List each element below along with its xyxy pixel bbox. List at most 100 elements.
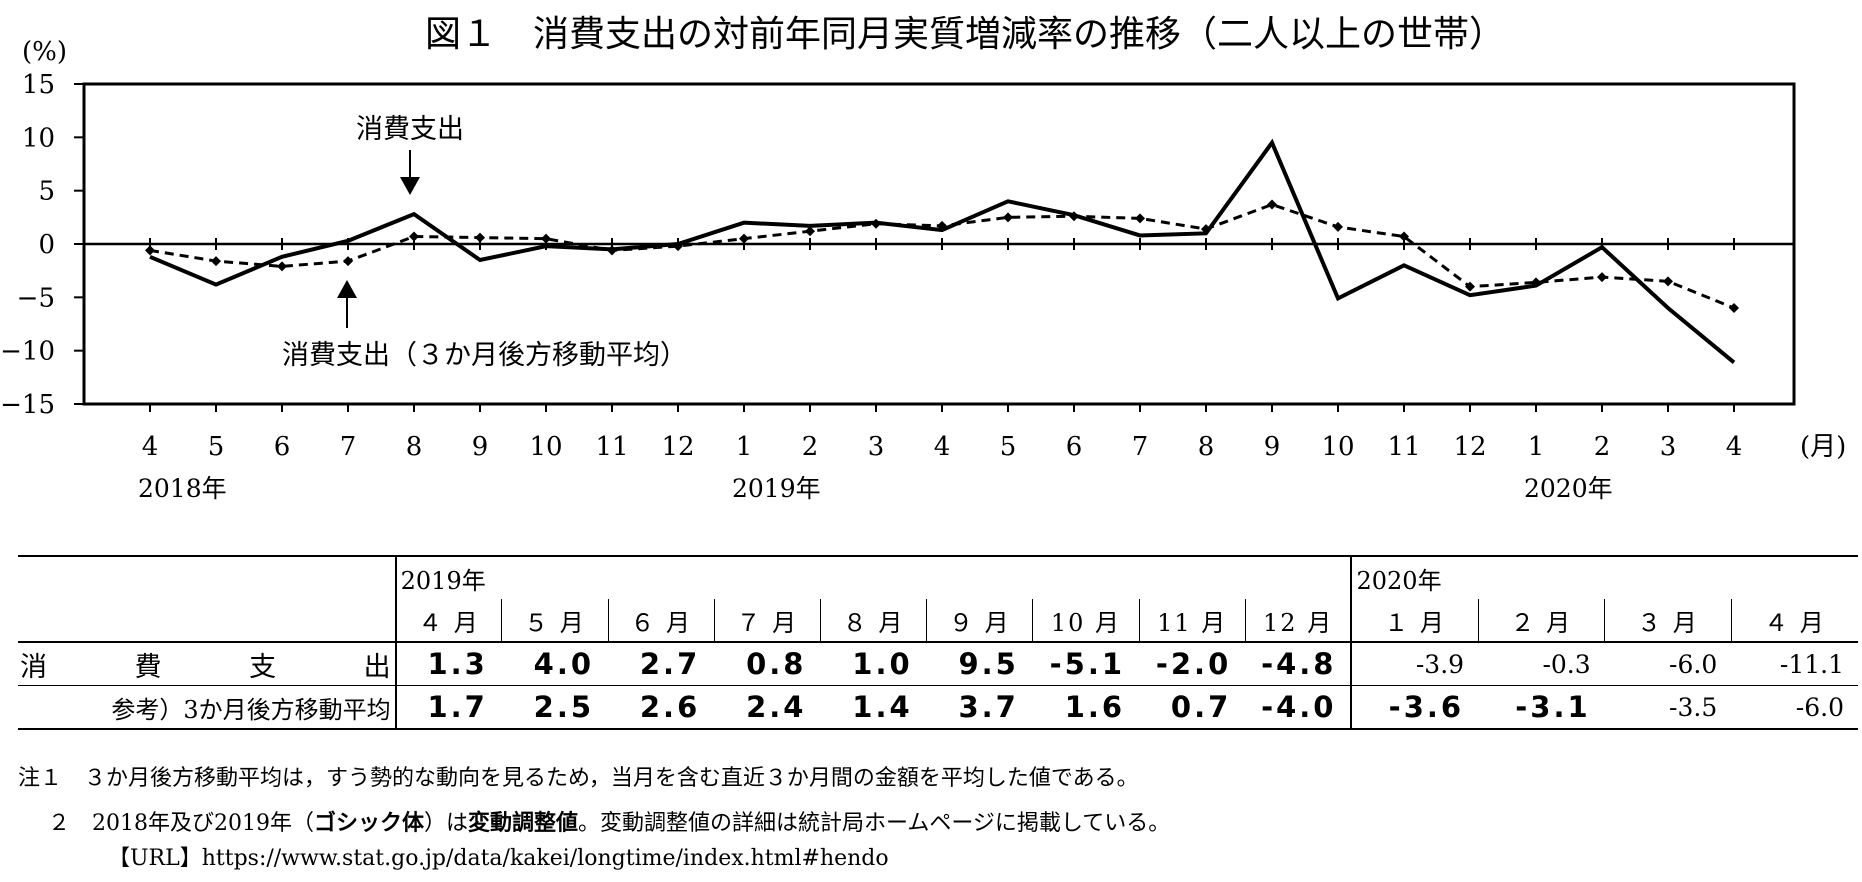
cell-consumption: 9.5: [926, 642, 1033, 686]
ma-point-marker: [937, 220, 947, 231]
cell-consumption: 1.0: [820, 642, 927, 686]
y-tick-label: −15: [0, 390, 55, 420]
month-header: ７ 月: [713, 599, 821, 643]
consumption-chart: 図１ 消費支出の対前年同月実質増減率の推移（二人以上の世帯） (%) 15105…: [0, 14, 1846, 503]
series-consumption-line: [149, 138, 1736, 364]
ma-point-marker: [1663, 276, 1673, 287]
ma-point-marker: [1201, 224, 1211, 235]
ma-point-marker: [1003, 212, 1013, 223]
cell-consumption: -11.1: [1731, 642, 1858, 686]
x-tick-label: 12: [1453, 432, 1486, 462]
ma-point-marker: [805, 226, 815, 237]
year-2020-header: 2020年: [1350, 555, 1858, 599]
cell-consumption: -6.0: [1604, 642, 1732, 686]
x-tick-label: 7: [1132, 432, 1149, 462]
note-2-suffix: 。変動調整値の詳細は統計局ホームページに掲載している。: [578, 811, 1171, 836]
annotation-consumption-arrowhead: [400, 177, 420, 195]
cell-moving-average: -4.0: [1245, 685, 1352, 730]
ma-point-marker: [145, 245, 155, 256]
ma-point-marker: [1729, 303, 1739, 313]
ma-point-marker: [1135, 213, 1145, 224]
y-tick-labels: 15 10 5 0 −5 −10 −15: [0, 70, 55, 420]
cell-consumption: -2.0: [1139, 642, 1246, 686]
cell-moving-average: 1.6: [1032, 685, 1140, 730]
x-tick-label: 6: [274, 432, 291, 462]
ma-point-marker: [1531, 277, 1541, 288]
cell-consumption: 4.0: [501, 642, 609, 686]
cell-moving-average: 1.4: [820, 685, 927, 730]
ma-point-marker: [1333, 221, 1343, 232]
x-tick-label: 4: [934, 432, 951, 462]
cell-moving-average: 1.7: [394, 685, 502, 730]
x-tick-label: 10: [529, 432, 562, 462]
x-tick-label: 9: [1264, 432, 1281, 462]
month-header: ４ 月: [394, 599, 502, 643]
note-url: 【URL】https://www.stat.go.jp/data/kakei/l…: [108, 846, 889, 871]
cell-consumption: -5.1: [1032, 642, 1140, 686]
annotation-moving-average: 消費支出（３か月後方移動平均）: [282, 340, 687, 371]
table-row-consumption: 消費支出 1.3 4.0 2.7 0.8 1.0 9.5 -5.1 -2.0 -4.8 -3.9-…: [18, 642, 1858, 686]
month-header: ９ 月: [926, 599, 1033, 643]
cell-moving-average: -6.0: [1731, 685, 1858, 730]
cell-moving-average: -3.6: [1350, 685, 1479, 730]
cell-consumption: 2.7: [608, 642, 715, 686]
note-2-bold-adjusted: 変動調整値: [468, 811, 579, 836]
x-tick-label: 5: [208, 432, 225, 462]
month-header: ６ 月: [607, 599, 715, 643]
x-tick-label: 12: [661, 432, 694, 462]
y-axis-unit: (%): [22, 37, 67, 67]
x-tick-label: 8: [406, 432, 423, 462]
y-tick-label: 5: [38, 177, 55, 207]
x-tick-label: 3: [868, 432, 885, 462]
cell-moving-average: 2.6: [608, 685, 715, 730]
y-tick-label: 15: [22, 70, 55, 100]
cell-moving-average: 2.4: [714, 685, 821, 730]
cell-consumption: -0.3: [1478, 642, 1605, 686]
ma-point-marker: [475, 232, 485, 243]
y-tick-label: 10: [22, 123, 55, 153]
note-2: ２ 2018年及び2019年（ゴシック体）は変動調整値。変動調整値の詳細は統計局…: [48, 805, 1170, 837]
cell-consumption: 1.3: [394, 642, 502, 686]
x-axis-unit: (月): [1800, 432, 1846, 462]
year-2019-header: 2019年: [394, 555, 1352, 599]
cell-consumption: -4.8: [1245, 642, 1352, 686]
month-header: 11 月: [1138, 599, 1246, 643]
x-tick-label: 2: [1594, 432, 1611, 462]
x-tick-label: 10: [1321, 432, 1354, 462]
table-corner: [18, 555, 396, 599]
year-labels: 2018年 2019年 2020年: [138, 474, 1613, 503]
cell-moving-average: 3.7: [926, 685, 1033, 730]
ma-point-marker: [1069, 211, 1079, 222]
moving-average-markers: [145, 199, 1739, 313]
y-tick-label: −10: [0, 337, 55, 367]
month-header: ２ 月: [1477, 599, 1605, 643]
month-header: １ 月: [1350, 599, 1479, 643]
ma-point-marker: [1267, 199, 1277, 210]
row-label-moving-average: 参考）3か月後方移動平均: [18, 685, 396, 730]
note-2-mid: ）は: [424, 811, 469, 836]
month-header: ８ 月: [819, 599, 927, 643]
month-header: ５ 月: [501, 599, 609, 643]
x-tick-label: 11: [1387, 432, 1420, 462]
cell-consumption: 0.8: [714, 642, 821, 686]
cell-moving-average: 2.5: [501, 685, 609, 730]
x-tick-label: 3: [1660, 432, 1677, 462]
ma-point-marker: [409, 231, 419, 242]
ma-point-marker: [343, 256, 353, 267]
axis-ticks: [74, 83, 1735, 412]
y-tick-label: 0: [38, 230, 55, 260]
ma-point-marker: [739, 233, 749, 244]
ma-point-marker: [277, 261, 287, 272]
x-tick-label: 8: [1198, 432, 1215, 462]
x-tick-labels: 4 5 6 7 8 9 10 11 12 1 2 3 4 5 6 7 8 9 10 11 12 1 2 3 4: [142, 432, 1743, 462]
cell-consumption: -3.9: [1350, 642, 1479, 686]
annotation-ma-arrowhead: [337, 280, 357, 298]
row-label-consumption: 消費支出: [18, 642, 396, 686]
ma-point-marker: [211, 256, 221, 267]
x-tick-label: 5: [1000, 432, 1017, 462]
cell-moving-average: -3.5: [1604, 685, 1732, 730]
ma-point-marker: [1399, 231, 1409, 242]
x-tick-label: 2: [802, 432, 819, 462]
ma-point-marker: [1465, 281, 1475, 292]
